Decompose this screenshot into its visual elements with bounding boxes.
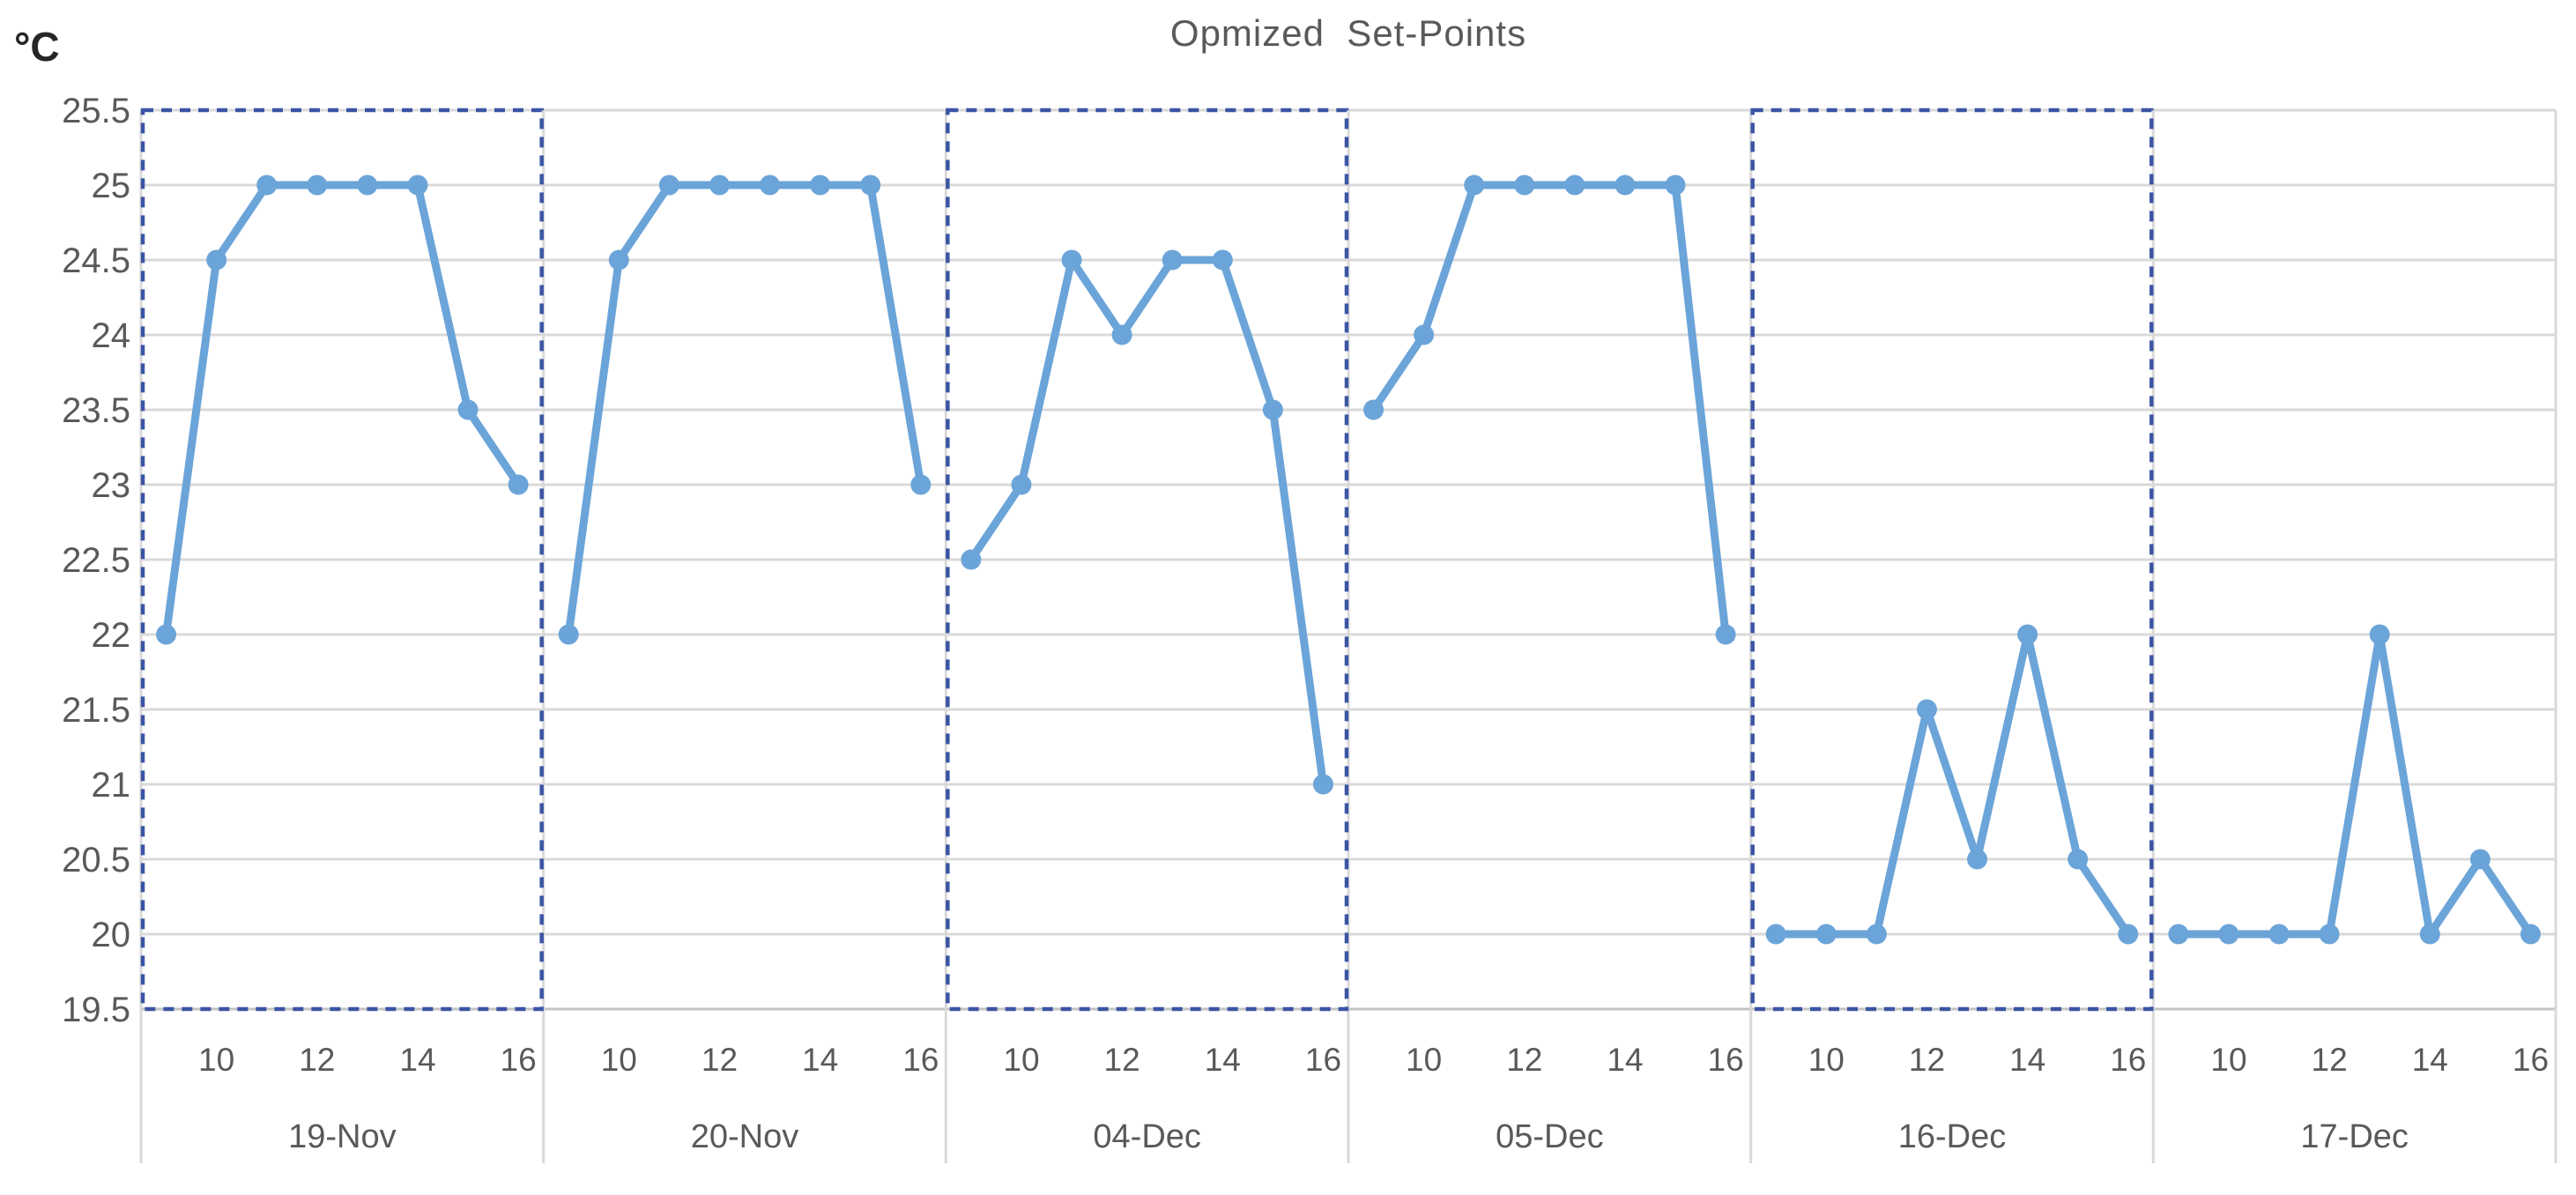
data-point-20-nov-h11: [658, 174, 679, 196]
hour-tick-label: 14: [1205, 1042, 1241, 1078]
y-tick-label: 25: [92, 167, 131, 205]
y-tick-label: 21.5: [62, 691, 130, 730]
hour-tick-label: 10: [2210, 1042, 2246, 1078]
hour-tick-label: 14: [2009, 1042, 2045, 1078]
y-tick-label: 23: [92, 466, 131, 505]
data-point-20-nov-h14: [810, 174, 831, 196]
data-point-20-nov-h9: [558, 624, 579, 645]
data-point-05-dec-h11: [1464, 174, 1485, 196]
data-point-16-dec-h16: [2118, 924, 2139, 945]
data-point-19-nov-h10: [206, 249, 227, 271]
data-point-05-dec-h13: [1564, 174, 1585, 196]
hour-tick-label: 16: [2110, 1042, 2146, 1078]
data-point-05-dec-h15: [1665, 174, 1686, 196]
data-point-20-nov-h10: [608, 249, 629, 271]
data-point-04-dec-h12: [1111, 324, 1132, 345]
data-point-17-dec-h10: [2218, 924, 2239, 945]
date-label-20-nov: 20-Nov: [691, 1118, 799, 1155]
data-point-04-dec-h16: [1312, 774, 1333, 795]
y-tick-label: 24.5: [62, 241, 130, 280]
data-point-16-dec-h14: [2017, 624, 2038, 645]
hour-tick-label: 12: [702, 1042, 738, 1078]
data-point-16-dec-h9: [1765, 924, 1786, 945]
hour-tick-label: 10: [1003, 1042, 1039, 1078]
hour-tick-label: 12: [1104, 1042, 1140, 1078]
data-point-20-nov-h16: [910, 474, 932, 495]
date-label-16-dec: 16-Dec: [1898, 1118, 2007, 1155]
data-point-04-dec-h11: [1061, 249, 1082, 271]
data-point-17-dec-h11: [2268, 924, 2290, 945]
data-point-05-dec-h14: [1615, 174, 1636, 196]
y-axis-unit-label: °C: [14, 24, 60, 70]
hour-tick-label: 10: [601, 1042, 637, 1078]
series-line-04-dec: [967, 256, 1327, 789]
chart-title: Opmized Set-Points: [1169, 12, 1527, 54]
data-point-16-dec-h11: [1866, 924, 1887, 945]
data-point-04-dec-h10: [1011, 474, 1032, 495]
hour-tick-label: 10: [1406, 1042, 1442, 1078]
hour-tick-label: 14: [399, 1042, 435, 1078]
hour-tick-label: 10: [198, 1042, 234, 1078]
data-point-20-nov-h12: [709, 174, 730, 196]
data-point-20-nov-h15: [860, 174, 881, 196]
data-point-19-nov-h11: [256, 174, 278, 196]
hour-tick-label: 16: [902, 1042, 939, 1078]
data-point-04-dec-h13: [1162, 249, 1183, 271]
data-point-17-dec-h15: [2469, 849, 2491, 870]
data-point-19-nov-h16: [508, 474, 529, 495]
data-point-17-dec-h16: [2520, 924, 2541, 945]
data-point-19-nov-h9: [156, 624, 177, 645]
data-point-17-dec-h13: [2369, 624, 2390, 645]
data-point-05-dec-h10: [1414, 324, 1435, 345]
y-tick-label: 22: [92, 616, 131, 655]
data-point-19-nov-h13: [357, 174, 378, 196]
hour-tick-label: 14: [1607, 1042, 1643, 1078]
y-tick-label: 23.5: [62, 391, 130, 430]
data-point-05-dec-h12: [1514, 174, 1535, 196]
y-tick-label: 20: [92, 916, 131, 954]
data-point-05-dec-h9: [1363, 399, 1385, 420]
series-line-19-nov: [162, 181, 523, 639]
hour-tick-label: 10: [1808, 1042, 1845, 1078]
hour-tick-label: 16: [1708, 1042, 1744, 1078]
data-point-20-nov-h13: [760, 174, 781, 196]
data-point-16-dec-h12: [1916, 699, 1937, 720]
date-label-04-dec: 04-Dec: [1093, 1118, 1201, 1155]
hour-tick-label: 12: [1506, 1042, 1542, 1078]
y-tick-label: 22.5: [62, 541, 130, 580]
data-point-17-dec-h12: [2319, 924, 2340, 945]
hour-tick-label: 16: [501, 1042, 537, 1078]
data-point-05-dec-h16: [1715, 624, 1736, 645]
date-label-05-dec: 05-Dec: [1496, 1118, 1604, 1155]
hour-tick-label: 12: [299, 1042, 335, 1078]
data-point-04-dec-h15: [1262, 399, 1283, 420]
date-label-17-dec: 17-Dec: [2300, 1118, 2409, 1155]
hour-tick-label: 16: [1305, 1042, 1341, 1078]
hour-tick-label: 12: [2312, 1042, 2348, 1078]
data-point-19-nov-h12: [307, 174, 328, 196]
data-point-16-dec-h10: [1815, 924, 1837, 945]
y-tick-label: 19.5: [62, 991, 130, 1029]
data-point-04-dec-h9: [961, 549, 982, 570]
y-tick-label: 21: [92, 766, 131, 805]
date-label-19-nov: 19-Nov: [288, 1118, 397, 1155]
data-point-16-dec-h13: [1967, 849, 1988, 870]
data-point-19-nov-h15: [457, 399, 479, 420]
hour-tick-label: 16: [2513, 1042, 2549, 1078]
hour-tick-label: 12: [1909, 1042, 1945, 1078]
data-point-17-dec-h9: [2168, 924, 2189, 945]
y-tick-label: 25.5: [62, 92, 130, 130]
data-point-16-dec-h15: [2067, 849, 2089, 870]
y-tick-label: 20.5: [62, 841, 130, 880]
hour-tick-label: 14: [802, 1042, 838, 1078]
data-point-19-nov-h14: [407, 174, 428, 196]
y-tick-label: 24: [92, 316, 131, 355]
data-point-04-dec-h14: [1212, 249, 1233, 271]
data-point-17-dec-h14: [2419, 924, 2440, 945]
hour-tick-label: 14: [2412, 1042, 2448, 1078]
